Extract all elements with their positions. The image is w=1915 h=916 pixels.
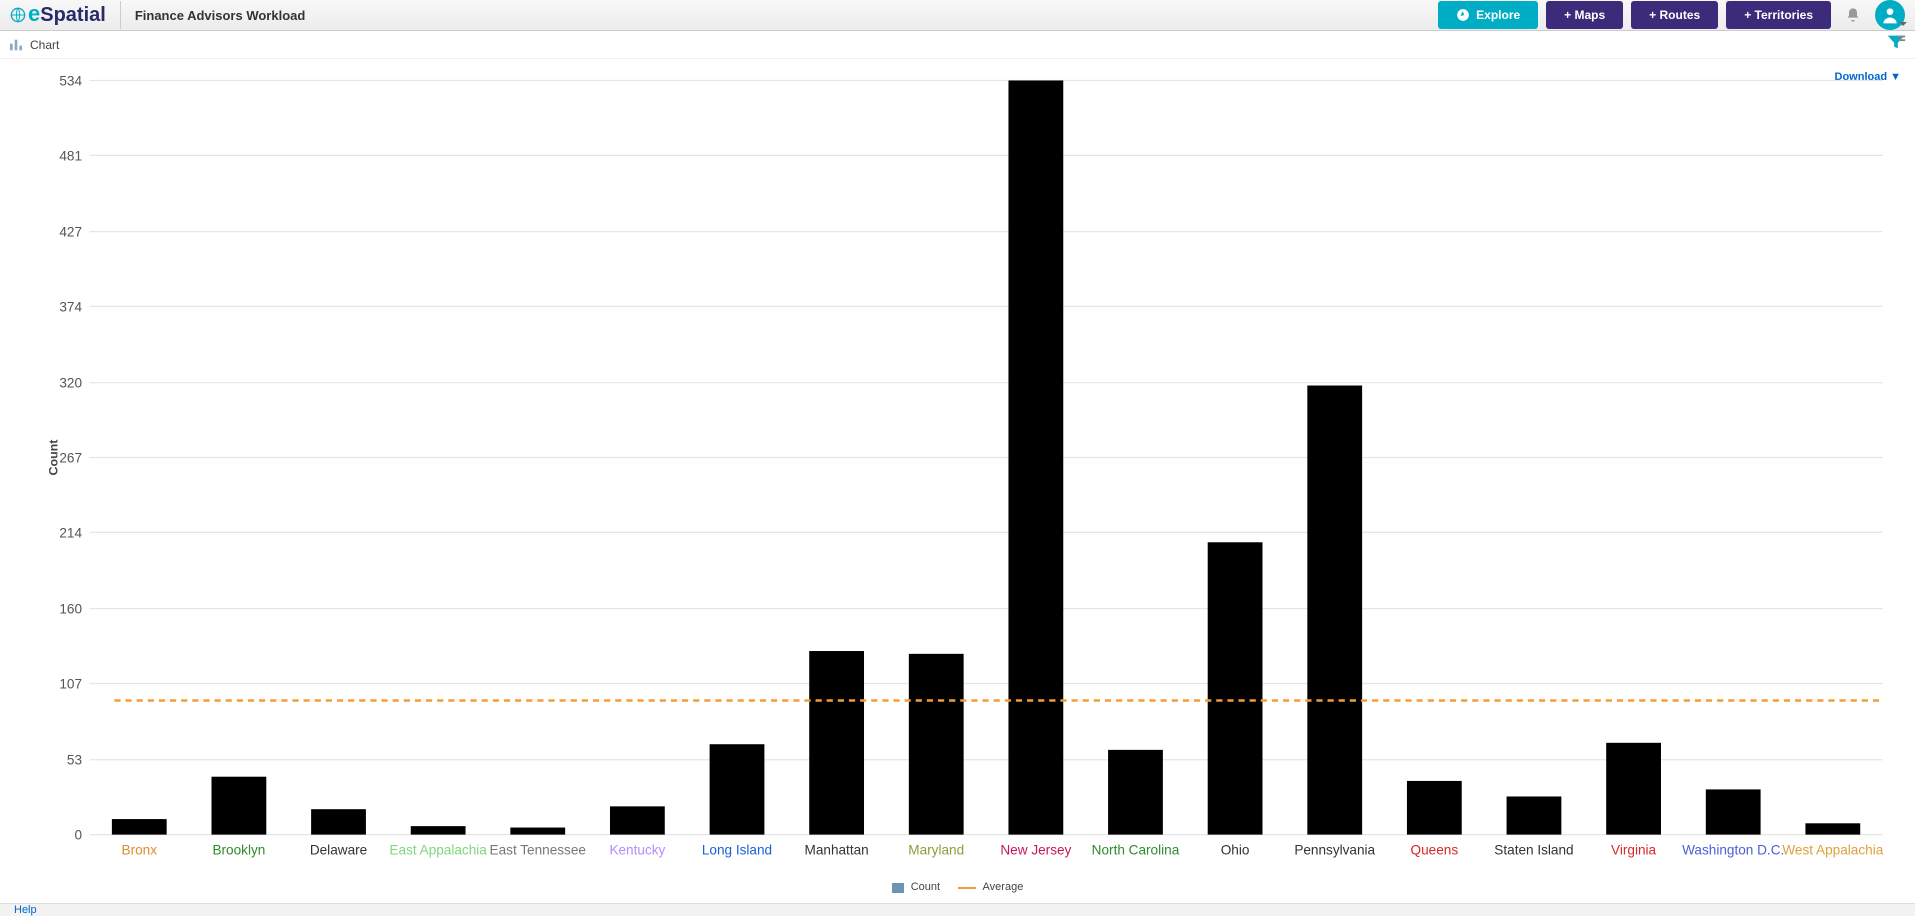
bar-pennsylvania[interactable]: [1307, 386, 1362, 835]
svg-text:Queens: Queens: [1411, 842, 1459, 857]
explore-label: Explore: [1476, 8, 1520, 22]
main-panel: Chart Download ▼ 05310716021426732037442…: [0, 31, 1915, 903]
bar-queens[interactable]: [1407, 781, 1462, 835]
svg-text:Bronx: Bronx: [122, 842, 158, 857]
bar-north-carolina[interactable]: [1108, 750, 1163, 835]
svg-text:East Appalachia: East Appalachia: [389, 842, 487, 857]
svg-text:534: 534: [59, 73, 82, 88]
bar-chart: 0 53 107 160 214 267 320 374 427 481 534 Count Bronx…: [40, 73, 1895, 869]
svg-text:Ohio: Ohio: [1221, 842, 1250, 857]
bar-manhattan[interactable]: [809, 651, 864, 835]
bar-virginia[interactable]: [1606, 743, 1661, 835]
legend-average: Average: [958, 881, 1023, 893]
bar-west-appalachia[interactable]: [1805, 823, 1860, 834]
logo[interactable]: e Spatial: [10, 1, 121, 29]
average-swatch: [958, 887, 976, 889]
svg-text:Washington D.C.: Washington D.C.: [1682, 842, 1784, 857]
routes-label: + Routes: [1649, 8, 1700, 22]
compass-icon: [1456, 8, 1470, 22]
count-swatch: [892, 883, 904, 893]
svg-text:107: 107: [59, 676, 82, 691]
chart-label: Chart: [30, 38, 59, 52]
bar-delaware[interactable]: [311, 809, 366, 834]
legend-average-label: Average: [983, 881, 1024, 893]
svg-text:East Tennessee: East Tennessee: [490, 842, 586, 857]
bar-east-tennessee[interactable]: [510, 828, 565, 835]
bar-ohio[interactable]: [1208, 542, 1263, 834]
help-link[interactable]: Help: [14, 904, 37, 916]
bar-bronx[interactable]: [112, 819, 167, 835]
footer: Help: [0, 903, 1915, 916]
svg-text:427: 427: [59, 225, 82, 240]
chart-legend: Count Average: [0, 879, 1915, 903]
svg-text:Staten Island: Staten Island: [1494, 842, 1573, 857]
bar-washington-d-c-[interactable]: [1706, 789, 1761, 834]
globe-icon: [10, 7, 26, 23]
routes-button[interactable]: + Routes: [1631, 1, 1718, 29]
svg-text:53: 53: [67, 753, 82, 768]
bar-maryland[interactable]: [909, 654, 964, 835]
legend-count-label: Count: [911, 881, 940, 893]
notifications-icon[interactable]: [1845, 7, 1861, 23]
legend-count: Count: [892, 881, 940, 893]
svg-text:West Appalachia: West Appalachia: [1782, 842, 1883, 857]
user-avatar[interactable]: [1875, 0, 1905, 30]
bar-brooklyn[interactable]: [212, 777, 267, 835]
bar-new-jersey[interactable]: [1008, 80, 1063, 834]
svg-text:Virginia: Virginia: [1611, 842, 1656, 857]
svg-text:267: 267: [59, 450, 82, 465]
header-buttons: Explore + Maps + Routes + Territories: [1438, 0, 1905, 30]
bar-east-appalachia[interactable]: [411, 826, 466, 834]
app-header: e Spatial Finance Advisors Workload Expl…: [0, 0, 1915, 31]
svg-text:Maryland: Maryland: [908, 842, 964, 857]
svg-text:North Carolina: North Carolina: [1092, 842, 1180, 857]
territories-button[interactable]: + Territories: [1726, 1, 1831, 29]
maps-label: + Maps: [1564, 8, 1605, 22]
maps-button[interactable]: + Maps: [1546, 1, 1623, 29]
territories-label: + Territories: [1744, 8, 1813, 22]
logo-e: e: [28, 1, 40, 27]
bar-kentucky[interactable]: [610, 806, 665, 834]
explore-button[interactable]: Explore: [1438, 1, 1538, 29]
svg-text:Long Island: Long Island: [702, 842, 772, 857]
svg-text:374: 374: [59, 299, 82, 314]
svg-text:214: 214: [59, 525, 82, 540]
filter-icon[interactable]: [1885, 31, 1907, 58]
svg-text:Brooklyn: Brooklyn: [212, 842, 265, 857]
svg-text:320: 320: [59, 376, 82, 391]
svg-text:Manhattan: Manhattan: [805, 842, 869, 857]
chart-container: 0 53 107 160 214 267 320 374 427 481 534 Count Bronx…: [0, 59, 1915, 879]
bar-chart-icon: [8, 37, 24, 53]
svg-text:160: 160: [59, 602, 82, 617]
bar-staten-island[interactable]: [1507, 796, 1562, 834]
page-title: Finance Advisors Workload: [135, 8, 306, 23]
svg-text:0: 0: [74, 828, 82, 843]
svg-text:Pennsylvania: Pennsylvania: [1294, 842, 1375, 857]
svg-text:Delaware: Delaware: [310, 842, 367, 857]
bar-long-island[interactable]: [710, 744, 765, 834]
svg-text:New Jersey: New Jersey: [1000, 842, 1071, 857]
svg-text:Kentucky: Kentucky: [609, 842, 665, 857]
svg-text:Count: Count: [46, 440, 60, 476]
chart-toolbar: Chart: [0, 31, 1915, 59]
logo-rest: Spatial: [40, 4, 106, 27]
svg-text:481: 481: [59, 148, 82, 163]
